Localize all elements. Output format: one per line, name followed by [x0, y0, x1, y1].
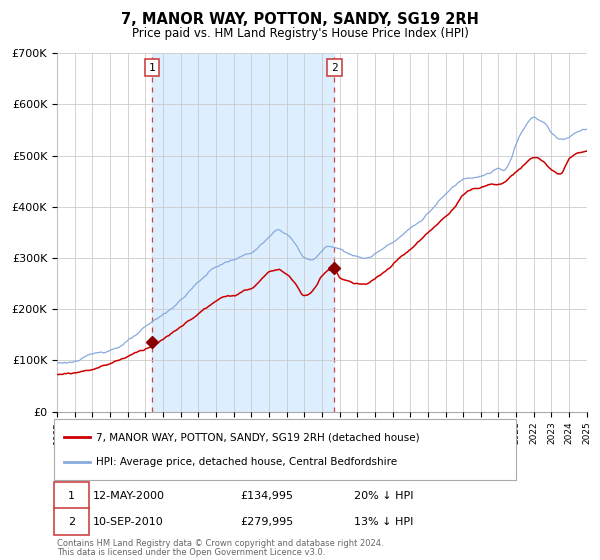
Text: Price paid vs. HM Land Registry's House Price Index (HPI): Price paid vs. HM Land Registry's House … — [131, 27, 469, 40]
Text: HPI: Average price, detached house, Central Bedfordshire: HPI: Average price, detached house, Cent… — [96, 456, 397, 466]
Text: 1: 1 — [68, 491, 75, 501]
Text: 10-SEP-2010: 10-SEP-2010 — [93, 517, 164, 527]
Text: 20% ↓ HPI: 20% ↓ HPI — [354, 491, 413, 501]
Text: 13% ↓ HPI: 13% ↓ HPI — [354, 517, 413, 527]
Text: 12-MAY-2000: 12-MAY-2000 — [93, 491, 165, 501]
Text: £134,995: £134,995 — [240, 491, 293, 501]
Text: £279,995: £279,995 — [240, 517, 293, 527]
Text: 7, MANOR WAY, POTTON, SANDY, SG19 2RH (detached house): 7, MANOR WAY, POTTON, SANDY, SG19 2RH (d… — [96, 432, 419, 442]
Text: 2: 2 — [68, 517, 75, 527]
Text: 7, MANOR WAY, POTTON, SANDY, SG19 2RH: 7, MANOR WAY, POTTON, SANDY, SG19 2RH — [121, 12, 479, 27]
Text: This data is licensed under the Open Government Licence v3.0.: This data is licensed under the Open Gov… — [57, 548, 325, 557]
Text: 2: 2 — [331, 63, 338, 73]
Bar — [152, 53, 334, 412]
Text: Contains HM Land Registry data © Crown copyright and database right 2024.: Contains HM Land Registry data © Crown c… — [57, 539, 383, 548]
Text: 1: 1 — [148, 63, 155, 73]
